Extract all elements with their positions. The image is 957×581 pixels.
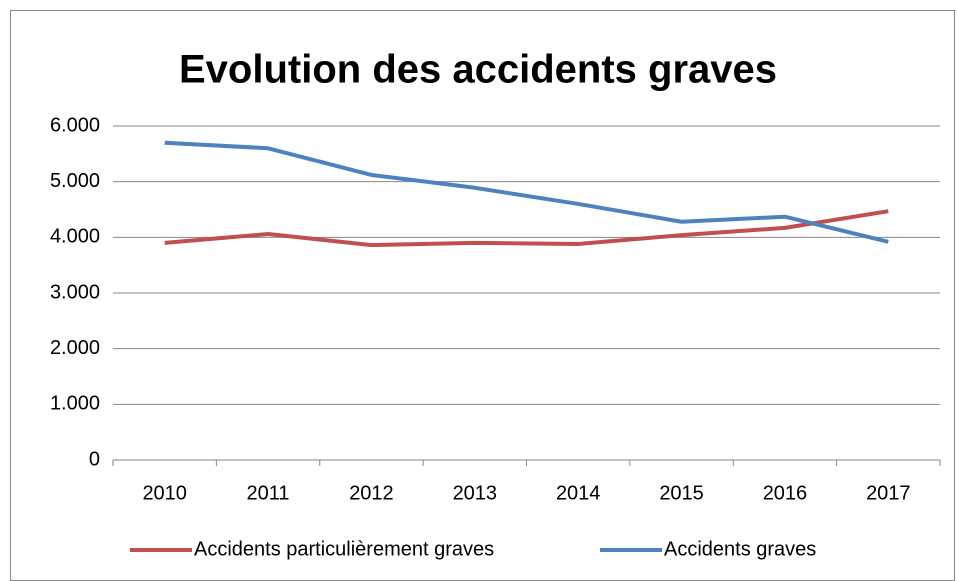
- x-tick-label: 2014: [556, 482, 601, 504]
- chart-title: Evolution des accidents graves: [179, 48, 777, 92]
- legend-label: Accidents graves: [664, 538, 816, 560]
- x-tick-label: 2013: [453, 482, 498, 504]
- x-tick-label: 2017: [866, 482, 911, 504]
- x-tick-label: 2015: [659, 482, 704, 504]
- y-tick-label: 5.000: [50, 170, 100, 192]
- y-tick-label: 2.000: [50, 337, 100, 359]
- x-tick-label: 2010: [142, 482, 187, 504]
- y-tick-label: 1.000: [50, 393, 100, 415]
- x-tick-label: 2012: [349, 482, 394, 504]
- series-line: [164, 140, 889, 244]
- y-tick-label: 0: [89, 448, 100, 470]
- legend-label: Accidents particulièrement graves: [194, 538, 494, 560]
- y-tick-label: 4.000: [50, 226, 100, 248]
- x-tick-label: 2011: [247, 482, 290, 504]
- x-tick-label: 2016: [763, 482, 808, 504]
- y-tick-label: 3.000: [50, 281, 100, 303]
- series-line: [164, 209, 889, 248]
- chart-frame: [10, 10, 955, 581]
- y-tick-label: 6.000: [50, 114, 100, 136]
